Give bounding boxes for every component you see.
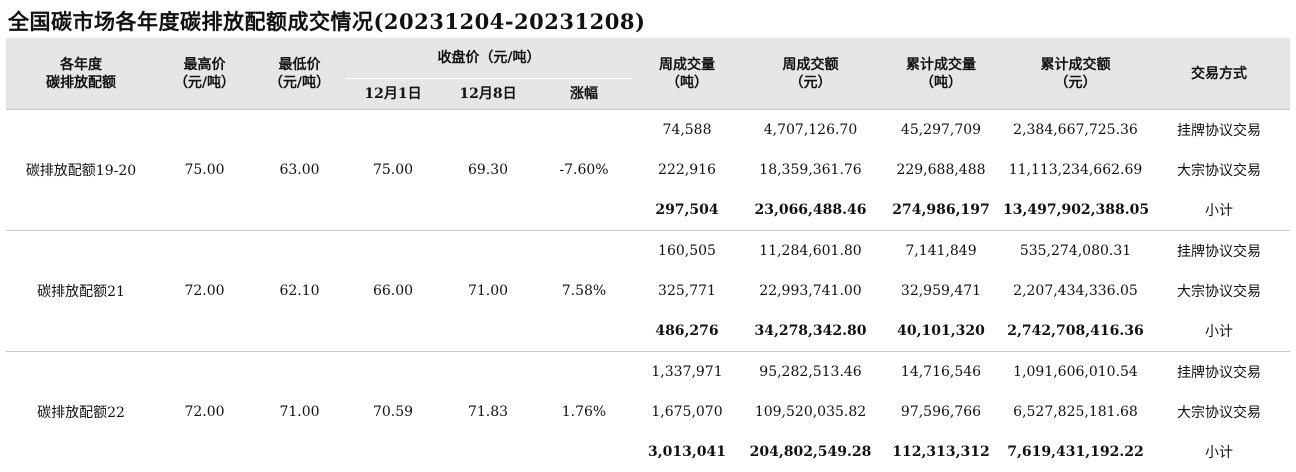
close-dec8: 71.00 [440, 231, 536, 352]
price-change: 1.76% [536, 352, 632, 472]
header-high-price: 最高价 （元/吨） [156, 38, 253, 110]
header-allowance: 各年度 碳排放配额 [6, 38, 156, 110]
header-trade-mode: 交易方式 [1148, 38, 1290, 110]
table-header: 各年度 碳排放配额 最高价 （元/吨） 最低价 （元/吨） 收盘价（元/吨） 周… [6, 38, 1290, 110]
trade-mode: 挂牌协议交易 [1148, 352, 1290, 393]
price-change: 7.58% [536, 231, 632, 352]
low-price: 62.10 [253, 231, 346, 352]
header-close-price: 收盘价（元/吨） [346, 38, 632, 79]
week-amount: 18,359,361.76 [742, 150, 879, 190]
week-volume: 74,588 [632, 110, 742, 151]
week-amount: 34,278,342.80 [742, 311, 879, 352]
cum-volume: 40,101,320 [879, 311, 1003, 352]
high-price: 72.00 [156, 352, 253, 472]
week-amount: 109,520,035.82 [742, 392, 879, 432]
week-volume: 486,276 [632, 311, 742, 352]
week-volume: 1,337,971 [632, 352, 742, 393]
header-close-dec8: 12月8日 [440, 79, 536, 110]
trade-mode: 大宗协议交易 [1148, 150, 1290, 190]
week-amount: 95,282,513.46 [742, 352, 879, 393]
trade-mode: 挂牌协议交易 [1148, 231, 1290, 272]
cum-amount: 2,384,667,725.36 [1003, 110, 1148, 151]
page-title: 全国碳市场各年度碳排放配额成交情况(20231204-20231208) [8, 6, 645, 38]
cum-volume: 32,959,471 [879, 271, 1003, 311]
cum-amount: 535,274,080.31 [1003, 231, 1148, 272]
cum-volume: 7,141,849 [879, 231, 1003, 272]
low-price: 63.00 [253, 110, 346, 231]
header-cum-volume: 累计成交量 （吨） [879, 38, 1003, 110]
week-volume: 3,013,041 [632, 432, 742, 472]
header-close-dec1: 12月1日 [346, 79, 440, 110]
cum-amount: 2,207,434,336.05 [1003, 271, 1148, 311]
cum-volume: 274,986,197 [879, 190, 1003, 231]
price-change: -7.60% [536, 110, 632, 231]
close-dec8: 71.83 [440, 352, 536, 472]
header-week-amount: 周成交额 （元） [742, 38, 879, 110]
close-dec1: 75.00 [346, 110, 440, 231]
week-volume: 222,916 [632, 150, 742, 190]
trade-mode: 小计 [1148, 432, 1290, 472]
trade-mode: 大宗协议交易 [1148, 392, 1290, 432]
week-volume: 160,505 [632, 231, 742, 272]
low-price: 71.00 [253, 352, 346, 472]
cum-amount: 1,091,606,010.54 [1003, 352, 1148, 393]
week-volume: 1,675,070 [632, 392, 742, 432]
carbon-allowance-table: 各年度 碳排放配额 最高价 （元/吨） 最低价 （元/吨） 收盘价（元/吨） 周… [6, 38, 1290, 472]
allowance-name: 碳排放配额19-20 [6, 110, 156, 231]
cum-volume: 229,688,488 [879, 150, 1003, 190]
week-amount: 4,707,126.70 [742, 110, 879, 151]
trade-mode: 挂牌协议交易 [1148, 110, 1290, 151]
close-dec1: 66.00 [346, 231, 440, 352]
week-amount: 22,993,741.00 [742, 271, 879, 311]
cum-amount: 2,742,708,416.36 [1003, 311, 1148, 352]
allowance-name: 碳排放配额22 [6, 352, 156, 472]
cum-amount: 6,527,825,181.68 [1003, 392, 1148, 432]
cum-amount: 7,619,431,192.22 [1003, 432, 1148, 472]
cum-volume: 97,596,766 [879, 392, 1003, 432]
trade-mode: 小计 [1148, 190, 1290, 231]
table-body: 碳排放配额19-20 75.00 63.00 75.00 69.30 -7.60… [6, 110, 1290, 472]
table-row: 碳排放配额22 72.00 71.00 70.59 71.83 1.76% 1,… [6, 352, 1290, 393]
week-amount: 11,284,601.80 [742, 231, 879, 272]
week-amount: 23,066,488.46 [742, 190, 879, 231]
trade-mode: 小计 [1148, 311, 1290, 352]
table-row: 碳排放配额21 72.00 62.10 66.00 71.00 7.58% 16… [6, 231, 1290, 272]
allowance-name: 碳排放配额21 [6, 231, 156, 352]
cum-volume: 14,716,546 [879, 352, 1003, 393]
high-price: 75.00 [156, 110, 253, 231]
cum-volume: 112,313,312 [879, 432, 1003, 472]
close-dec1: 70.59 [346, 352, 440, 472]
header-change: 涨幅 [536, 79, 632, 110]
close-dec8: 69.30 [440, 110, 536, 231]
trade-mode: 大宗协议交易 [1148, 271, 1290, 311]
week-amount: 204,802,549.28 [742, 432, 879, 472]
week-volume: 325,771 [632, 271, 742, 311]
cum-amount: 11,113,234,662.69 [1003, 150, 1148, 190]
cum-volume: 45,297,709 [879, 110, 1003, 151]
cum-amount: 13,497,902,388.05 [1003, 190, 1148, 231]
header-week-volume: 周成交量 （吨） [632, 38, 742, 110]
high-price: 72.00 [156, 231, 253, 352]
table-row: 碳排放配额19-20 75.00 63.00 75.00 69.30 -7.60… [6, 110, 1290, 151]
header-cum-amount: 累计成交额 （元） [1003, 38, 1148, 110]
header-low-price: 最低价 （元/吨） [253, 38, 346, 110]
week-volume: 297,504 [632, 190, 742, 231]
